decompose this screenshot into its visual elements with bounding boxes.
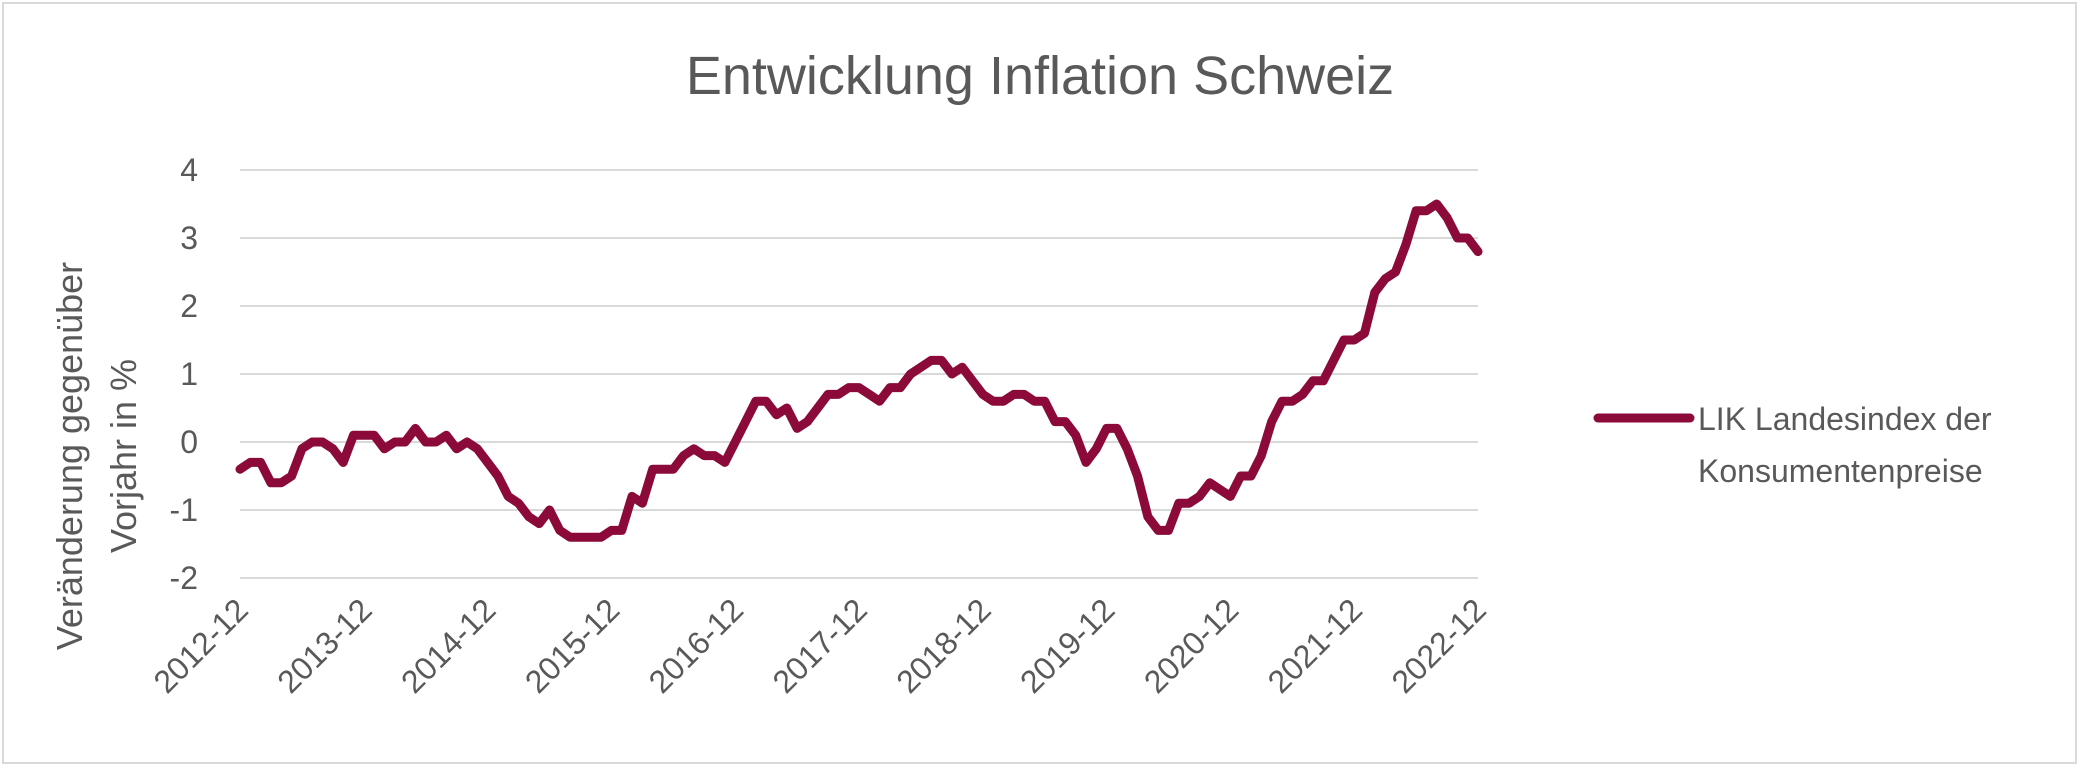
y-tick-label: 0 xyxy=(180,424,198,460)
legend-label-line-2: Konsumentenpreise xyxy=(1698,453,1983,489)
x-tick-label: 2014-12 xyxy=(394,591,502,699)
y-tick-label: 3 xyxy=(180,220,198,256)
legend: LIK Landesindex der Konsumentenpreise xyxy=(1593,401,1992,489)
y-tick-label: -1 xyxy=(170,492,198,528)
x-tick-label: 2013-12 xyxy=(270,591,378,699)
gridlines xyxy=(240,169,1478,579)
y-axis-title-line-1: Veränderung gegenüber xyxy=(49,262,90,650)
y-tick-label: 2 xyxy=(180,288,198,324)
chart-title: Entwicklung Inflation Schweiz xyxy=(686,46,1394,106)
y-tick-label: 4 xyxy=(180,152,198,188)
x-tick-label: 2021-12 xyxy=(1261,591,1369,699)
x-tick-label: 2020-12 xyxy=(1137,591,1245,699)
legend-label-line-1: LIK Landesindex der xyxy=(1698,401,1992,437)
x-tick-label: 2012-12 xyxy=(146,591,254,699)
series-line-lik xyxy=(235,199,1483,542)
x-tick-label: 2022-12 xyxy=(1384,591,1492,699)
y-tick-labels: 4 3 2 1 0 -1 -2 xyxy=(170,152,198,596)
x-tick-label: 2015-12 xyxy=(518,591,626,699)
x-tick-label: 2016-12 xyxy=(642,591,750,699)
x-tick-label: 2019-12 xyxy=(1013,591,1121,699)
x-tick-label: 2017-12 xyxy=(765,591,873,699)
x-tick-label: 2018-12 xyxy=(889,591,997,699)
y-tick-label: 1 xyxy=(180,356,198,392)
y-tick-label: -2 xyxy=(170,560,198,596)
x-tick-labels: 2012-12 2013-12 2014-12 2015-12 2016-12 2017-… xyxy=(146,591,1492,699)
y-axis-title-line-2: Vorjahr in % xyxy=(103,359,144,553)
